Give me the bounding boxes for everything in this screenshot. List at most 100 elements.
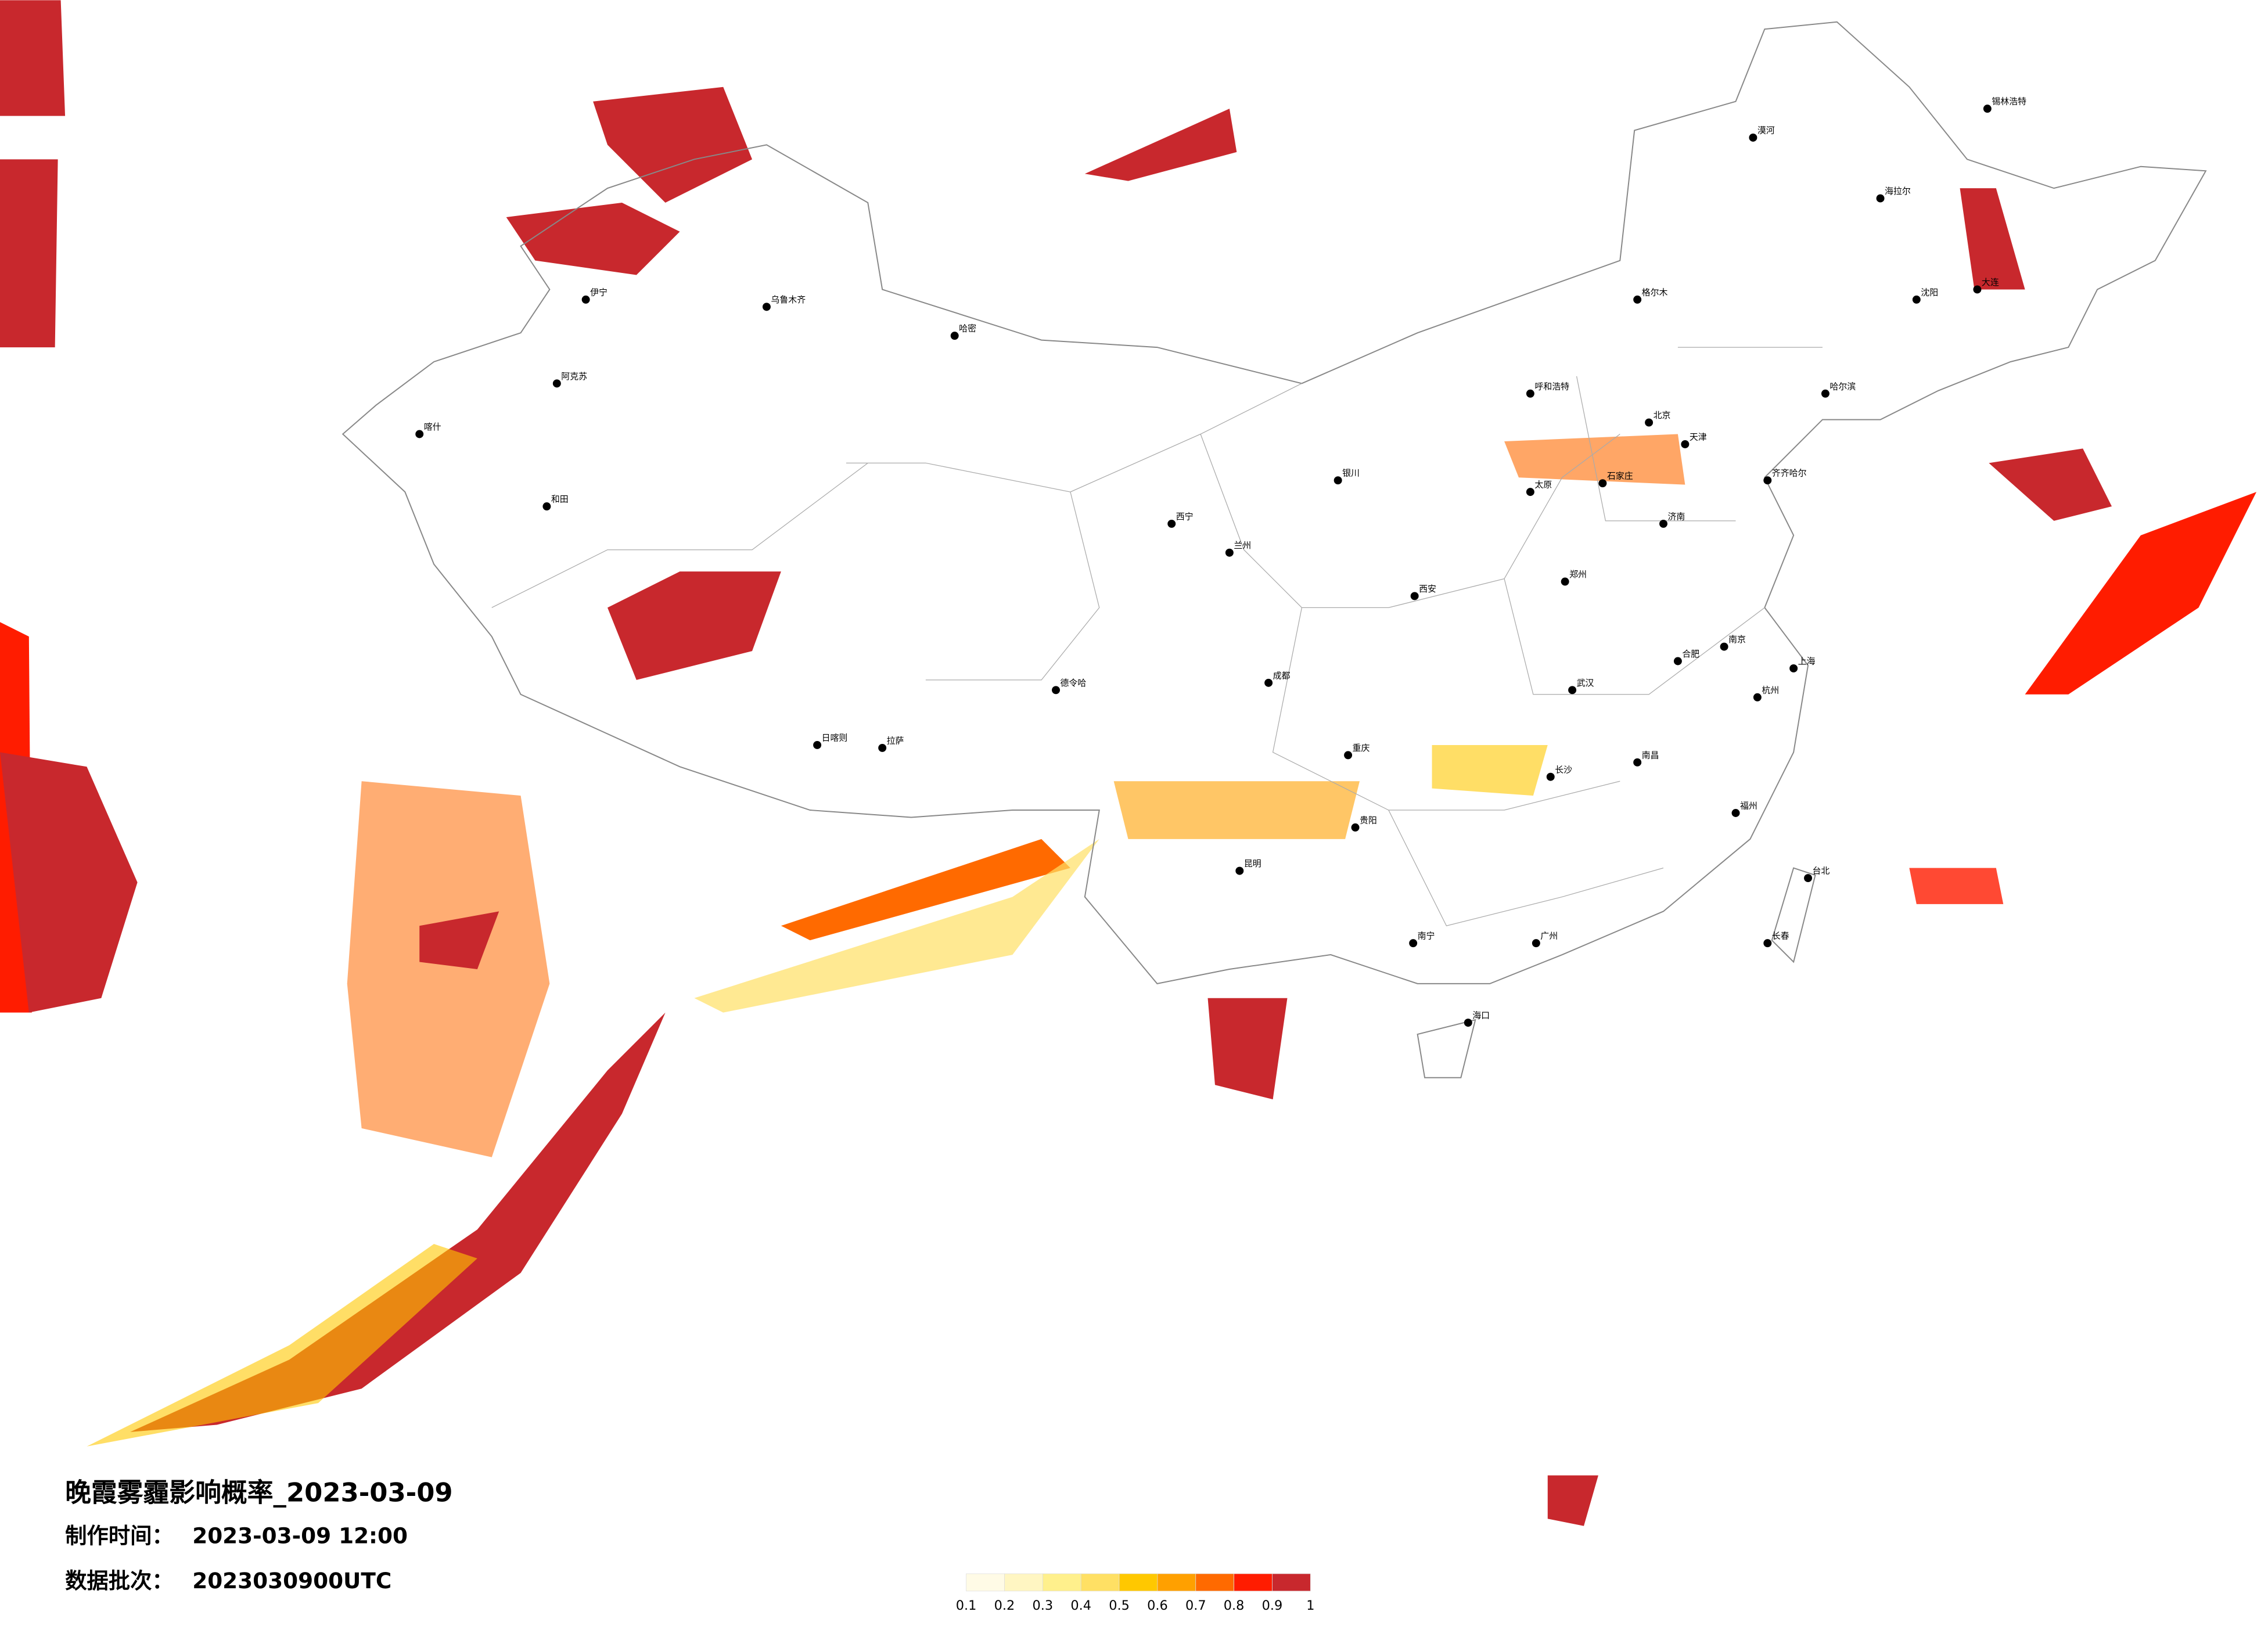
city-label: 北京 (1654, 410, 1671, 420)
legend: 0.1 0.2 0.3 0.4 0.5 0.6 0.7 0.8 0.9 1 (956, 1573, 1314, 1613)
city-label: 银川 (1342, 468, 1360, 479)
city-label: 贵阳 (1360, 815, 1377, 825)
city-label: 海拉尔 (1885, 186, 1911, 196)
legend-swatch (1195, 1573, 1234, 1592)
city-dot (1546, 772, 1555, 781)
city-label: 哈密 (959, 323, 976, 334)
city-dot (1235, 866, 1244, 875)
city-dot (950, 332, 959, 340)
city-label: 格尔木 (1642, 287, 1668, 297)
city-label: 拉萨 (887, 735, 904, 746)
city-label: 阿克苏 (561, 371, 587, 382)
city-label: 德令哈 (1060, 678, 1086, 688)
city-dot (1526, 488, 1534, 497)
city-dot (1731, 809, 1740, 817)
city-label: 石家庄 (1607, 471, 1633, 481)
legend-swatch (1004, 1573, 1043, 1592)
city-dot (1720, 642, 1728, 651)
city-label: 成都 (1273, 670, 1291, 681)
city-dot (1052, 686, 1060, 695)
city-dot (1410, 592, 1419, 600)
city-dot (1763, 476, 1772, 485)
city-label: 齐齐哈尔 (1772, 468, 1807, 479)
city-label: 漠河 (1757, 125, 1775, 135)
city-label: 福州 (1740, 801, 1757, 811)
city-label: 杭州 (1762, 685, 1779, 695)
country-border (342, 21, 2207, 984)
city-dot (415, 430, 424, 438)
legend-tick-label: 0.5 (1109, 1598, 1130, 1613)
city-dot (1645, 418, 1654, 427)
city-label: 南京 (1728, 634, 1746, 645)
city-label: 西安 (1419, 584, 1436, 594)
city-label: 南宁 (1418, 931, 1435, 941)
city-dot (878, 743, 887, 752)
city-dot (1633, 295, 1642, 304)
city-label: 济南 (1667, 511, 1685, 521)
city-label: 天津 (1690, 431, 1707, 442)
legend-tick-label: 0.6 (1147, 1598, 1168, 1613)
city-label: 伊宁 (590, 287, 608, 297)
city-dot (1821, 389, 1830, 398)
city-label: 西宁 (1176, 511, 1194, 521)
city-dot (762, 303, 771, 311)
borders (342, 21, 2207, 1078)
city-dot (552, 379, 561, 388)
city-dot (1876, 194, 1885, 203)
hainan (1417, 1019, 1476, 1078)
legend-tick-label: 0.2 (994, 1598, 1015, 1613)
legend-swatch (1119, 1573, 1158, 1592)
legend-swatch (1157, 1573, 1196, 1592)
city-dot (542, 502, 551, 511)
city-dot (1633, 758, 1642, 767)
city-dot (1673, 657, 1682, 665)
haze-field (0, 0, 2257, 1526)
title: 晚霞雾霾影响概率_2023-03-09 (65, 1477, 453, 1508)
city-label: 昆明 (1244, 858, 1261, 869)
legend-swatch (966, 1573, 1005, 1592)
city-label: 郑州 (1569, 569, 1587, 580)
city-dot (1464, 1019, 1472, 1027)
city-label: 台北 (1813, 866, 1830, 876)
city-label: 乌鲁木齐 (771, 294, 806, 305)
city-label: 武汉 (1577, 678, 1594, 688)
city-dot (1526, 389, 1534, 398)
city-dot (1334, 476, 1342, 485)
legend-tick-label: 0.4 (1070, 1598, 1091, 1613)
city-dot (1598, 479, 1607, 488)
city-dot (1753, 693, 1762, 702)
batch: 2023030900UTC (192, 1568, 391, 1593)
city-dot (1789, 664, 1798, 672)
city-dot (1749, 133, 1757, 142)
legend-tick-label: 0.7 (1185, 1598, 1206, 1613)
city-dot (1659, 519, 1667, 528)
city-label: 呼和浩特 (1534, 381, 1569, 391)
province-borders (491, 347, 1823, 926)
legend-swatch (1080, 1573, 1120, 1592)
city-label: 合肥 (1682, 649, 1699, 659)
city-dot (1804, 874, 1813, 883)
city-dot (1763, 939, 1772, 948)
batch-label: 数据批次： (65, 1568, 174, 1593)
legend-tick-label: 1 (1306, 1598, 1314, 1613)
city-label: 和田 (551, 494, 569, 505)
city-dot (1568, 686, 1577, 695)
city-label: 大连 (1982, 277, 1999, 287)
legend-tick-label: 0.3 (1033, 1598, 1054, 1613)
city-label: 太原 (1534, 480, 1552, 490)
city-label: 哈尔滨 (1830, 381, 1856, 391)
city-label: 日喀则 (822, 732, 848, 743)
taiwan (1771, 867, 1816, 963)
legend-swatch (1234, 1573, 1273, 1592)
city-dot (1167, 519, 1176, 528)
city-dot (581, 295, 590, 304)
city-label: 广州 (1540, 931, 1558, 941)
city-label: 锡林浩特 (1992, 96, 2026, 107)
city-label: 长沙 (1555, 764, 1572, 775)
made-time: 2023-03-09 12:00 (192, 1523, 408, 1549)
legend-swatch (1272, 1573, 1311, 1592)
city-label: 南昌 (1642, 750, 1659, 760)
